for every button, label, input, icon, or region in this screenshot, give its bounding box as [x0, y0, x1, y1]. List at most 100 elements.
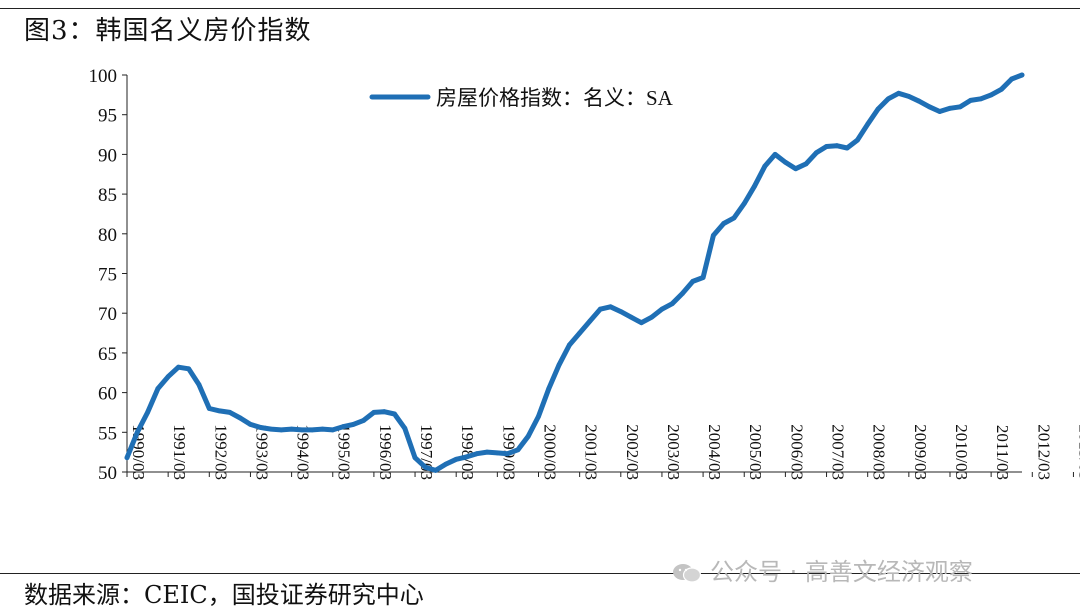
data-point	[824, 144, 829, 149]
data-point	[639, 320, 644, 326]
data-point	[443, 461, 449, 467]
x-tick-label: 2001/03	[582, 424, 601, 480]
data-point	[525, 433, 531, 439]
data-point	[227, 410, 233, 415]
data-point	[577, 330, 582, 336]
data-point	[536, 414, 541, 419]
data-point	[381, 409, 387, 415]
y-tick-label: 90	[98, 145, 117, 166]
data-point	[608, 304, 613, 310]
data-point	[474, 451, 480, 457]
top-rule	[0, 8, 1080, 9]
x-tick-label: 1992/03	[211, 424, 230, 480]
data-point	[1019, 72, 1025, 78]
data-point	[721, 221, 727, 226]
data-point	[340, 424, 346, 430]
data-point	[515, 447, 521, 453]
data-point	[957, 104, 963, 110]
y-tick-label: 65	[98, 344, 117, 365]
x-tick-label: 2005/03	[746, 424, 765, 480]
data-point	[597, 306, 603, 312]
data-point	[752, 183, 757, 189]
data-point	[361, 418, 366, 423]
data-point	[433, 468, 438, 473]
data-point	[505, 451, 510, 457]
x-axis-ticks: 1990/03 1991/03 1992/03 1993/03 1994/03 1995/…	[126, 424, 1080, 480]
legend-label: 房屋价格指数：名义：SA	[436, 86, 674, 110]
data-point	[464, 454, 469, 460]
data-point	[587, 318, 593, 324]
data-point	[237, 415, 243, 421]
data-point	[793, 166, 799, 172]
y-tick-label: 60	[98, 384, 117, 405]
data-point	[937, 109, 943, 114]
data-point	[690, 279, 696, 284]
y-tick-label: 50	[98, 463, 117, 484]
data-point	[927, 104, 932, 110]
data-point	[412, 455, 418, 461]
data-point	[906, 94, 912, 99]
series-layer	[124, 72, 1025, 473]
data-point	[309, 427, 315, 433]
data-point	[206, 406, 212, 411]
data-point	[618, 309, 624, 314]
data-point	[217, 408, 223, 414]
watermark-text: 公众号 · 高善文经济观察	[710, 558, 973, 586]
x-tick-label: 2012/03	[1034, 424, 1053, 480]
source-note: 数据来源：CEIC，国投证券研究中心	[24, 581, 424, 609]
data-point	[371, 410, 377, 415]
data-point	[649, 314, 655, 320]
bottom-rule	[0, 573, 1080, 574]
data-point	[700, 275, 706, 280]
y-axis-ticks: 50 55 60 65 70 75 80 85 90 95 100	[89, 66, 127, 484]
data-point	[124, 455, 130, 461]
x-tick-label: 2007/03	[829, 424, 848, 480]
data-point	[978, 96, 984, 102]
x-tick-label: 2013/03	[1075, 424, 1080, 480]
data-point	[916, 98, 922, 104]
y-tick-label: 80	[98, 225, 117, 246]
chart-legend: 房屋价格指数：名义：SA	[369, 86, 674, 110]
data-point	[999, 86, 1004, 92]
data-point	[484, 449, 490, 455]
data-point	[844, 145, 850, 151]
figure-title: 图3：韩国名义房价指数	[24, 16, 312, 46]
data-point	[772, 152, 778, 157]
data-point	[176, 364, 181, 370]
y-tick-label: 55	[98, 423, 117, 444]
data-point	[196, 382, 202, 388]
data-point	[988, 92, 994, 98]
y-tick-label: 100	[89, 66, 118, 87]
data-point	[350, 422, 356, 427]
x-tick-label: 1996/03	[376, 424, 395, 480]
data-point	[268, 426, 274, 432]
data-point	[680, 291, 685, 296]
wechat-icon	[673, 564, 702, 583]
chart-axes	[126, 75, 1022, 473]
x-tick-label: 1995/03	[335, 424, 354, 480]
data-point	[134, 429, 140, 435]
x-tick-label: 2002/03	[623, 424, 642, 480]
data-point	[494, 450, 500, 456]
x-tick-label: 1994/03	[294, 424, 313, 480]
data-point	[762, 163, 768, 169]
data-point	[145, 410, 151, 415]
data-point	[546, 386, 552, 391]
data-point	[155, 386, 161, 391]
data-point	[186, 366, 192, 372]
x-tick-label: 2000/03	[540, 424, 559, 480]
data-point	[783, 159, 788, 165]
data-point	[855, 137, 860, 143]
x-tick-label: 2006/03	[787, 424, 806, 480]
data-point	[165, 374, 171, 380]
data-point	[834, 143, 840, 149]
data-point	[567, 342, 572, 348]
data-point	[968, 98, 973, 103]
data-point	[1009, 76, 1015, 82]
data-point	[947, 105, 953, 111]
data-point	[248, 422, 253, 427]
x-tick-label: 1991/03	[170, 424, 189, 480]
x-tick-label: 2004/03	[705, 424, 724, 480]
